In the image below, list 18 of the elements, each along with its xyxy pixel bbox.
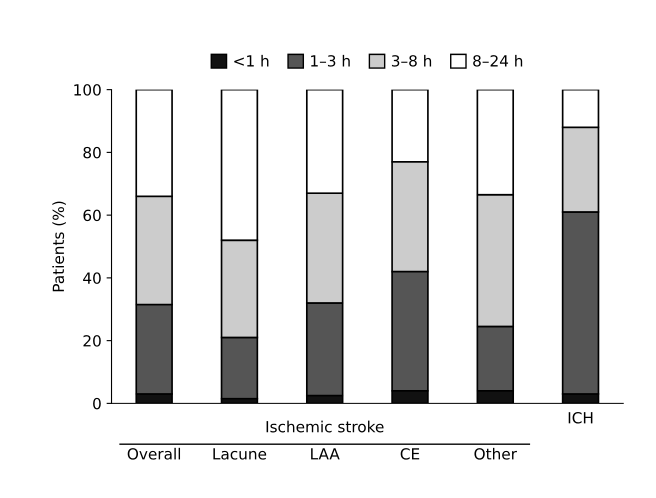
y-tick-label: 40: [83, 272, 101, 284]
legend-label: 3–8 h: [392, 54, 432, 67]
y-tick-label: 60: [83, 210, 101, 222]
x-tick-label: Other: [474, 448, 517, 460]
x-tick-label: Overall: [128, 448, 180, 460]
legend-label: 8–24 h: [473, 54, 522, 67]
legend-label: <1 h: [234, 54, 268, 66]
legend-label: 1–3 h: [311, 54, 350, 67]
text: Ischemic stroke: [266, 420, 384, 432]
y-tick-label: 80: [83, 146, 101, 158]
x-tick-label: ICH: [568, 412, 592, 424]
y-tick-label: 0: [93, 398, 101, 410]
y-tick-label: 100: [74, 84, 101, 96]
y-tick-label: 20: [83, 335, 101, 347]
x-tick-label: CE: [400, 448, 420, 460]
x-tick-label: Lacune: [213, 448, 266, 460]
x-tick-label: LAA: [311, 448, 340, 460]
y-axis-title: Patients (%): [52, 202, 66, 292]
